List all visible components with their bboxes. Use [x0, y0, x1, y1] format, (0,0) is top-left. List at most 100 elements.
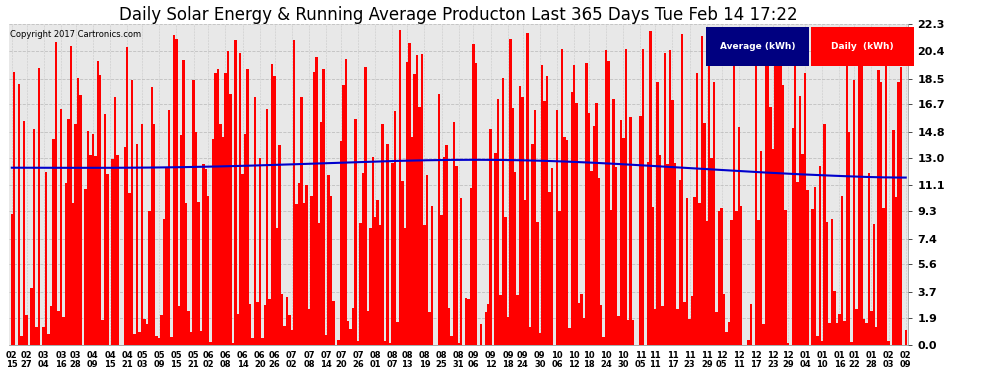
Bar [215, 74, 217, 345]
Bar [499, 295, 502, 345]
Bar [524, 200, 527, 345]
Bar [610, 210, 612, 345]
Bar [323, 69, 325, 345]
Bar [875, 327, 877, 345]
Bar [865, 323, 867, 345]
Bar [148, 211, 150, 345]
Bar [841, 196, 843, 345]
Bar [811, 209, 814, 345]
Bar [668, 51, 671, 345]
Bar [632, 320, 635, 345]
Bar [190, 332, 192, 345]
Bar [590, 171, 593, 345]
Bar [829, 323, 831, 345]
Bar [671, 100, 673, 345]
Bar [13, 72, 16, 345]
Bar [124, 147, 126, 345]
Bar [281, 294, 283, 345]
Bar [328, 174, 330, 345]
Bar [544, 101, 545, 345]
Bar [443, 157, 446, 345]
Bar [286, 297, 288, 345]
Bar [605, 50, 607, 345]
Bar [693, 196, 696, 345]
Bar [379, 225, 381, 345]
Bar [333, 301, 335, 345]
Bar [45, 172, 48, 345]
Bar [253, 97, 256, 345]
Bar [504, 217, 507, 345]
Bar [548, 192, 550, 345]
Bar [351, 309, 354, 345]
Bar [141, 124, 144, 345]
Bar [185, 203, 187, 345]
Bar [99, 75, 101, 345]
Bar [527, 33, 529, 345]
Bar [726, 332, 728, 345]
Bar [318, 223, 320, 345]
Bar [620, 120, 622, 345]
Bar [242, 174, 244, 345]
Bar [522, 98, 524, 345]
Bar [651, 207, 654, 345]
Bar [603, 337, 605, 345]
Bar [401, 181, 404, 345]
Bar [678, 180, 681, 345]
Bar [43, 327, 45, 345]
Bar [172, 35, 175, 345]
Bar [718, 211, 721, 345]
Bar [23, 121, 26, 345]
Bar [266, 109, 268, 345]
Bar [681, 34, 683, 345]
Bar [777, 54, 779, 345]
Bar [867, 172, 870, 345]
Bar [258, 158, 261, 345]
Bar [300, 97, 303, 345]
Bar [583, 318, 585, 345]
Bar [69, 46, 72, 345]
Bar [713, 82, 716, 345]
Bar [654, 309, 656, 345]
Bar [423, 225, 426, 345]
Bar [374, 217, 376, 345]
Bar [465, 298, 467, 345]
Bar [212, 140, 215, 345]
Bar [11, 214, 13, 345]
Bar [593, 126, 595, 345]
Bar [824, 124, 826, 345]
Bar [381, 124, 384, 345]
Bar [446, 146, 447, 345]
Bar [691, 296, 693, 345]
Bar [290, 330, 293, 345]
FancyBboxPatch shape [706, 27, 809, 66]
Bar [872, 224, 875, 345]
Bar [615, 167, 617, 345]
Bar [779, 54, 782, 345]
Bar [376, 200, 379, 345]
Bar [550, 168, 553, 345]
Bar [72, 203, 74, 345]
Bar [804, 74, 806, 345]
Bar [349, 329, 351, 345]
Bar [457, 343, 460, 345]
Bar [59, 109, 62, 345]
Bar [452, 122, 455, 345]
Bar [74, 124, 77, 345]
Bar [247, 69, 248, 345]
Bar [900, 67, 902, 345]
Bar [545, 76, 548, 345]
Bar [740, 206, 742, 345]
Bar [139, 332, 141, 345]
Bar [858, 61, 860, 345]
Bar [38, 68, 40, 345]
Bar [487, 304, 489, 345]
Bar [288, 315, 290, 345]
Bar [475, 63, 477, 345]
Bar [646, 162, 649, 345]
Bar [361, 173, 364, 345]
Bar [293, 40, 295, 345]
Bar [627, 320, 630, 345]
Bar [77, 78, 79, 345]
Bar [570, 92, 573, 345]
Bar [283, 326, 286, 345]
